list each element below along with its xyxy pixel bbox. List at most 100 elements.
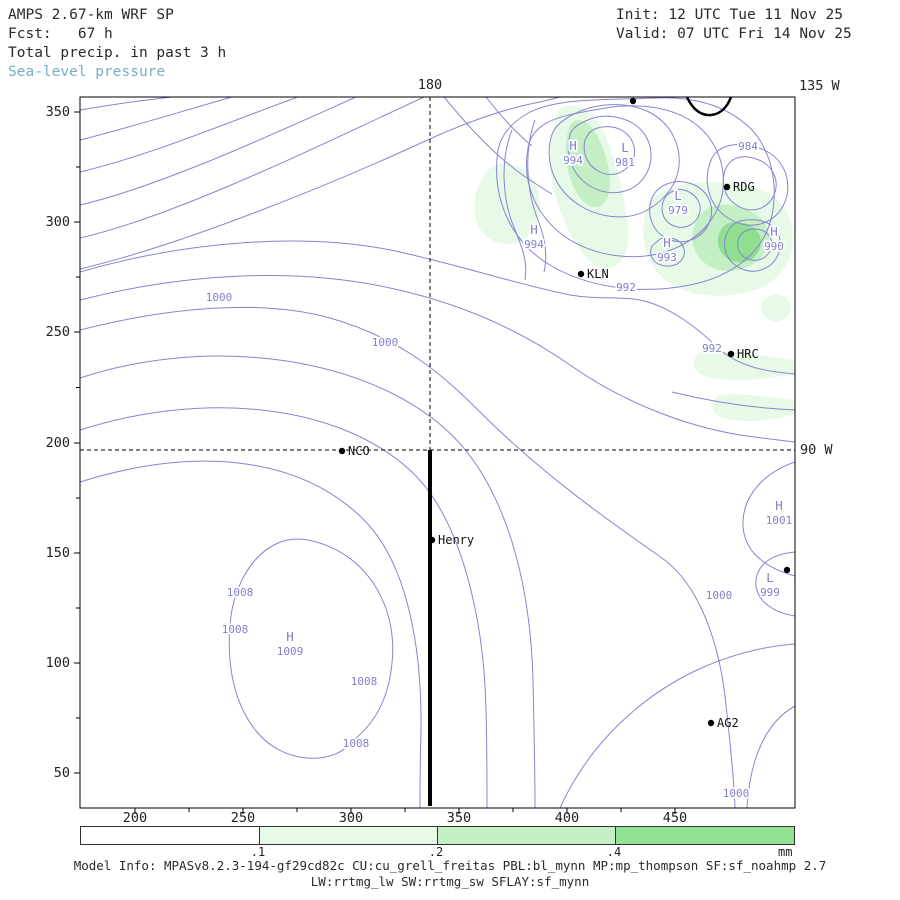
contour-value-label: 984 — [738, 140, 758, 153]
contour — [496, 97, 775, 290]
contour-value-label: 999 — [760, 586, 780, 599]
contour — [661, 189, 701, 228]
colorbar-segment — [259, 827, 437, 844]
contour-value-label: 1000 — [723, 787, 750, 800]
station-label: NCO — [348, 444, 370, 458]
contour — [650, 237, 685, 267]
contour — [737, 228, 773, 261]
station-marker — [428, 536, 436, 544]
contour-value-label: 990 — [764, 240, 784, 253]
forecast-hour: Fcst: 67 h — [8, 26, 113, 42]
contour-value-label: 993 — [657, 251, 677, 264]
contour — [503, 129, 527, 281]
pressure-center-letter: H — [569, 138, 577, 153]
precip-patch — [712, 394, 795, 421]
plot-border — [79, 96, 796, 809]
station-label: KLN — [587, 267, 609, 281]
contour — [228, 538, 394, 759]
contour — [746, 705, 795, 808]
colorbar-tick-label: .4 — [606, 845, 622, 859]
station-marker — [577, 270, 585, 278]
y-tick-label: 250 — [46, 324, 70, 340]
contour — [485, 97, 533, 147]
colorbar-tick-label: .1 — [250, 845, 266, 859]
colorbar-segment — [81, 827, 259, 844]
contour — [80, 460, 422, 808]
contour — [583, 126, 635, 175]
station-marker — [723, 183, 731, 191]
contour-value-label: 1008 — [343, 737, 370, 750]
contour-value-label: 1000 — [372, 336, 399, 349]
physics-info-line: LW:rrtmg_lw SW:rrtmg_sw SFLAY:sf_mynn — [310, 874, 590, 889]
contour — [80, 355, 536, 808]
contour — [80, 306, 736, 808]
contour — [567, 115, 652, 194]
y-tick-label: 100 — [46, 655, 70, 671]
x-tick-label: 200 — [123, 810, 147, 826]
precip-patch — [760, 294, 792, 322]
meridian-90w-label: 90 W — [800, 442, 833, 458]
contour-value-label: 994 — [563, 154, 583, 167]
map-contents — [80, 97, 795, 808]
x-tick-label: 450 — [663, 810, 687, 826]
contour — [559, 643, 795, 808]
init-time: Init: 12 UTC Tue 11 Nov 25 — [616, 7, 843, 23]
contour — [755, 551, 795, 617]
colorbar-segment — [615, 827, 794, 844]
contour-value-label: 1008 — [227, 586, 254, 599]
station-label: RDG — [733, 180, 755, 194]
x-tick-label: 300 — [339, 810, 363, 826]
station-label: HRC — [737, 347, 759, 361]
contour — [80, 97, 233, 141]
y-tick-label: 350 — [46, 104, 70, 120]
field-precip-label: Total precip. in past 3 h — [8, 45, 227, 61]
contour — [526, 105, 724, 258]
contour-value-label: 1001 — [766, 514, 793, 527]
y-tick-label: 150 — [46, 545, 70, 561]
contour-value-label: 994 — [524, 238, 544, 251]
pressure-center-letter: H — [530, 222, 538, 237]
model-title: AMPS 2.67-km WRF SP — [8, 7, 174, 23]
station-marker — [338, 447, 346, 455]
x-tick-label: 350 — [447, 810, 471, 826]
contour-value-label: 992 — [616, 281, 636, 294]
pressure-center-letter: L — [766, 570, 774, 585]
contour-value-label: 992 — [702, 342, 722, 355]
station-marker — [783, 566, 791, 574]
pressure-center-letter: H — [770, 224, 778, 239]
precip-patch — [717, 222, 762, 263]
contour — [548, 104, 680, 218]
contour — [443, 97, 553, 195]
contour — [80, 407, 488, 808]
meridian-180-label: 180 — [418, 77, 442, 93]
station-marker — [707, 719, 715, 727]
contour — [80, 97, 173, 111]
colorbar-tick-label: .2 — [428, 845, 444, 859]
contour — [80, 275, 795, 443]
meridian-135w-label: 135 W — [799, 78, 841, 94]
valid-time: Valid: 07 UTC Fri 14 Nov 25 — [616, 26, 852, 42]
contour-value-label: 981 — [615, 156, 635, 169]
coastline — [685, 97, 733, 117]
pressure-center-letter: H — [775, 498, 783, 513]
contour-value-label: 1008 — [222, 623, 249, 636]
y-tick-label: 200 — [46, 435, 70, 451]
contour-value-label: 1009 — [277, 645, 304, 658]
contour — [706, 143, 789, 226]
precip-patch — [693, 351, 795, 381]
contour-value-label: 979 — [668, 204, 688, 217]
pressure-center-letter: H — [663, 235, 671, 250]
contour-value-label: 1008 — [351, 675, 378, 688]
contour — [80, 97, 425, 239]
model-info-line: Model Info: MPASv8.2.3-194-gf29cd82c CU:… — [73, 858, 827, 873]
contour — [671, 391, 795, 411]
station-label: AG2 — [717, 716, 739, 730]
contour — [722, 156, 777, 211]
y-tick-label: 50 — [54, 765, 70, 781]
x-tick-label: 400 — [555, 810, 579, 826]
pressure-center-letter: L — [621, 140, 629, 155]
contour — [80, 97, 299, 173]
contour — [80, 97, 357, 206]
pressure-center-letter: H — [286, 629, 294, 644]
